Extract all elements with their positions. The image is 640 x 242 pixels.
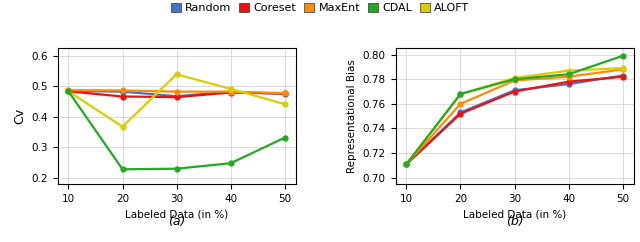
Random (281, 93, 289, 96)
X-axis label: Labeled Data (in %): Labeled Data (in %) (125, 209, 228, 219)
Random (118, 90, 126, 93)
Random (227, 90, 234, 93)
ALOFT (65, 90, 72, 93)
CDAL (403, 163, 410, 166)
Random (403, 163, 410, 166)
Legend: Random, Coreset, MaxEnt, CDAL, ALOFT: Random, Coreset, MaxEnt, CDAL, ALOFT (170, 3, 470, 13)
Y-axis label: Representational Bias: Representational Bias (347, 59, 357, 173)
Text: (b): (b) (506, 215, 524, 227)
Coreset (65, 90, 72, 93)
MaxEnt (565, 75, 573, 78)
Coreset (511, 90, 518, 93)
ALOFT (511, 78, 518, 81)
Line: Random: Random (66, 89, 287, 99)
MaxEnt (173, 90, 180, 93)
Line: Coreset: Coreset (66, 89, 287, 99)
MaxEnt (457, 102, 465, 105)
ALOFT (619, 54, 627, 57)
Line: ALOFT: ALOFT (404, 53, 625, 167)
MaxEnt (511, 79, 518, 82)
ALOFT (403, 163, 410, 166)
Random (565, 83, 573, 86)
Coreset (118, 95, 126, 98)
ALOFT (227, 162, 234, 165)
Text: (a): (a) (168, 215, 186, 227)
ALOFT (118, 168, 126, 171)
MaxEnt (619, 68, 627, 71)
CDAL (619, 67, 627, 69)
Coreset (565, 80, 573, 83)
Random (619, 74, 627, 77)
Line: CDAL: CDAL (66, 72, 287, 129)
Line: MaxEnt: MaxEnt (404, 67, 625, 167)
ALOFT (565, 73, 573, 76)
MaxEnt (118, 89, 126, 92)
CDAL (65, 90, 72, 93)
ALOFT (457, 92, 465, 95)
Coreset (619, 75, 627, 78)
CDAL (511, 76, 518, 79)
Coreset (227, 91, 234, 94)
CDAL (227, 87, 234, 90)
MaxEnt (227, 90, 234, 93)
Line: MaxEnt: MaxEnt (66, 88, 287, 96)
CDAL (565, 69, 573, 72)
ALOFT (281, 136, 289, 139)
Random (65, 90, 72, 92)
Line: CDAL: CDAL (404, 66, 625, 167)
CDAL (173, 73, 180, 76)
ALOFT (173, 167, 180, 170)
Line: ALOFT: ALOFT (66, 89, 287, 172)
MaxEnt (65, 89, 72, 91)
Coreset (403, 163, 410, 166)
MaxEnt (281, 92, 289, 95)
Coreset (457, 112, 465, 115)
Line: Random: Random (404, 73, 625, 167)
MaxEnt (403, 163, 410, 166)
X-axis label: Labeled Data (in %): Labeled Data (in %) (463, 209, 566, 219)
Line: Coreset: Coreset (404, 74, 625, 167)
CDAL (457, 92, 465, 95)
CDAL (118, 125, 126, 128)
CDAL (281, 103, 289, 106)
Random (511, 89, 518, 92)
Random (173, 95, 180, 98)
Random (457, 111, 465, 114)
Y-axis label: Cv: Cv (13, 108, 26, 124)
Coreset (281, 92, 289, 95)
Coreset (173, 96, 180, 98)
